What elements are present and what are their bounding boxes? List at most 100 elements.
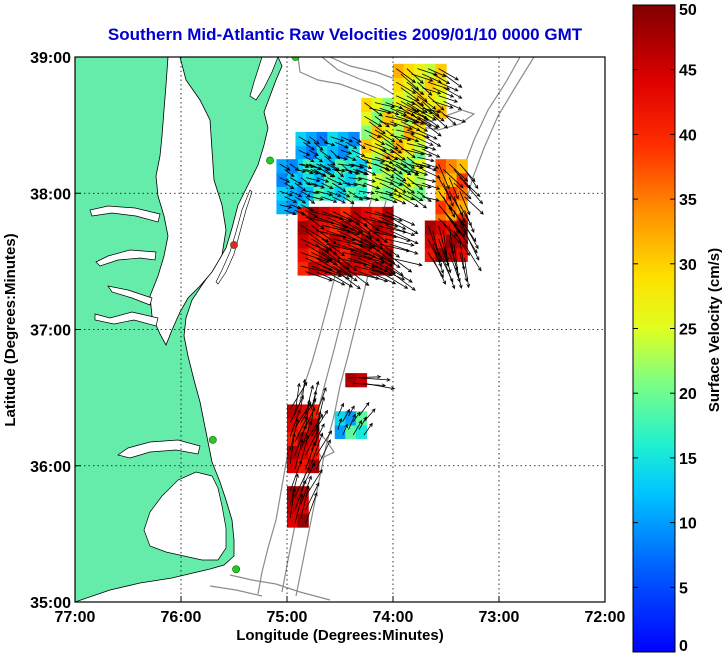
velocity-vector [332, 168, 346, 173]
velocity-vector [358, 271, 389, 283]
x-tick-label: 74:00 [373, 609, 414, 626]
velocity-vector [374, 163, 391, 172]
velocity-cell [340, 206, 352, 222]
velocity-cell [382, 125, 394, 140]
velocity-vector [289, 418, 299, 451]
velocity-cell [361, 234, 373, 249]
colorbar-ticks: 0 5 10 15 20 25 30 35 40 45 50 [633, 2, 697, 655]
velocity-vector [411, 196, 428, 209]
velocity-vector [337, 402, 344, 417]
velocity-cell [302, 186, 315, 201]
velocity-vector [464, 196, 484, 215]
velocity-vector [417, 156, 435, 163]
velocity-vector [374, 211, 403, 222]
velocity-vector [368, 134, 386, 145]
velocity-cell [308, 220, 320, 235]
velocity-cell [324, 186, 336, 201]
velocity-vector [326, 216, 356, 231]
velocity-vector [294, 438, 304, 470]
albemarle-sound [117, 439, 201, 459]
colorbar-tick-label: 30 [679, 257, 697, 274]
velocity-vector [305, 384, 314, 415]
velocity-vector [390, 257, 423, 267]
velocity-vector [448, 225, 455, 256]
velocity-vector [300, 378, 307, 410]
velocity-vector [332, 252, 358, 272]
velocity-vector [422, 148, 441, 158]
velocity-vector [342, 265, 370, 286]
velocity-vector [374, 252, 401, 268]
velocity-vector [422, 87, 442, 95]
velocity-vector [400, 134, 420, 143]
velocity-vector [417, 95, 437, 110]
velocity-vector [353, 211, 380, 232]
velocity-vector [395, 163, 412, 176]
velocity-cell [308, 404, 320, 419]
plot-area [74, 56, 606, 603]
velocity-cell [361, 261, 373, 276]
velocity-vector [315, 430, 332, 456]
velocity-cell [329, 247, 341, 262]
velocity-cell [414, 172, 426, 188]
velocity-vector [385, 252, 413, 273]
velocity-cell [403, 125, 415, 140]
velocity-vector [290, 190, 303, 197]
velocity-vector [330, 136, 345, 142]
velocity-cell [324, 159, 336, 174]
velocity-vector [364, 115, 383, 127]
velocity-vector [327, 177, 343, 185]
velocity-vector [374, 156, 394, 164]
velocity-cell [361, 138, 373, 153]
velocity-cell [382, 234, 394, 249]
velocity-vector [390, 121, 413, 130]
velocity-cell [382, 186, 394, 201]
velocity-vector [305, 427, 320, 456]
velocity-vector [337, 271, 361, 290]
velocity-vector [374, 190, 394, 197]
colorbar-tick-label: 45 [679, 63, 697, 80]
velocity-cell [371, 247, 383, 262]
velocity-cell [382, 111, 394, 126]
velocity-cell [345, 172, 357, 188]
y-axis: 35:00 36:00 37:00 38:00 39:00 [30, 50, 81, 612]
velocity-vector [347, 243, 376, 258]
velocity-vector [313, 141, 324, 151]
velocity-cell [345, 159, 357, 174]
velocity-vector [342, 423, 348, 436]
velocity-vector [406, 95, 425, 106]
velocity-cell [306, 145, 318, 160]
velocity-vector [438, 163, 450, 190]
velocity-vector [315, 387, 327, 415]
velocity-vector [335, 155, 348, 161]
velocity-vector [385, 102, 404, 110]
velocity-cell [382, 206, 394, 222]
colorbar-gradient [632, 4, 676, 653]
velocity-cell [318, 206, 330, 222]
velocity-cell [287, 513, 299, 528]
velocity-cell [371, 172, 383, 188]
velocity-vector [390, 271, 416, 291]
velocity-vector [453, 244, 460, 278]
velocity-vector [315, 439, 331, 470]
velocity-cell [297, 247, 309, 262]
velocity-cell [287, 486, 299, 501]
velocity-cell [276, 159, 288, 174]
velocity-vector [442, 230, 450, 262]
velocity-vector [400, 196, 419, 208]
velocity-vector [379, 107, 400, 116]
colorbar-label: Surface Velocity (cm/s) [706, 248, 723, 412]
velocity-vector [422, 182, 441, 190]
velocity-vector [374, 129, 396, 143]
velocity-vector [353, 169, 368, 176]
velocity-cell [355, 411, 368, 426]
velocity-vector [453, 196, 466, 223]
velocity-vector [411, 169, 429, 176]
velocity-vector [305, 469, 323, 497]
velocity-vector [284, 209, 297, 216]
velocity-cell [446, 247, 458, 262]
velocity-vector [364, 265, 393, 277]
velocity-cell [371, 206, 383, 222]
velocity-vector [298, 149, 311, 156]
y-axis-label: Latitude (Degrees:Minutes) [2, 233, 19, 426]
velocity-cell [337, 131, 350, 147]
